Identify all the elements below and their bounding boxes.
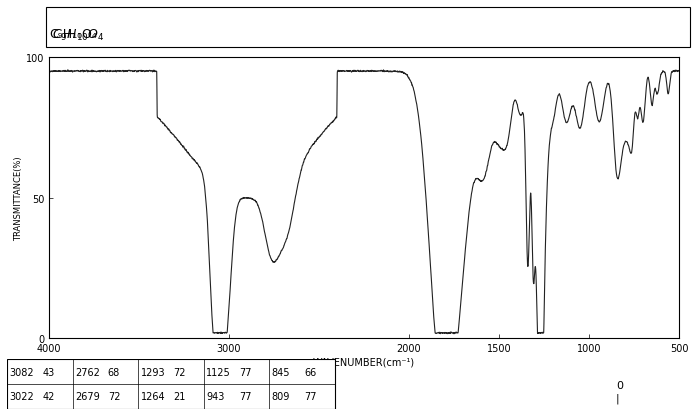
Bar xyxy=(7,359,335,409)
Text: 68: 68 xyxy=(108,367,120,377)
Text: 43: 43 xyxy=(42,367,55,377)
Text: 21: 21 xyxy=(174,392,186,401)
Text: 42: 42 xyxy=(42,392,55,401)
Text: 77: 77 xyxy=(304,392,317,401)
Text: |: | xyxy=(616,393,620,403)
Text: 0: 0 xyxy=(616,380,623,390)
Text: 3022: 3022 xyxy=(10,392,34,401)
Text: 66: 66 xyxy=(304,367,316,377)
Text: 1264: 1264 xyxy=(141,392,165,401)
Text: 1125: 1125 xyxy=(206,367,231,377)
Text: 809: 809 xyxy=(272,392,290,401)
Text: C₉H₁₀O₄: C₉H₁₀O₄ xyxy=(49,28,97,41)
Text: 77: 77 xyxy=(239,367,251,377)
Text: 3082: 3082 xyxy=(10,367,34,377)
Text: $C_9H_{10}O_4$: $C_9H_{10}O_4$ xyxy=(52,28,104,43)
X-axis label: WAVENUMBER(cm⁻¹): WAVENUMBER(cm⁻¹) xyxy=(313,356,415,366)
Text: 2679: 2679 xyxy=(75,392,100,401)
Text: 72: 72 xyxy=(108,392,120,401)
FancyBboxPatch shape xyxy=(46,8,690,47)
Text: 1293: 1293 xyxy=(141,367,165,377)
Text: 77: 77 xyxy=(239,392,251,401)
Text: 2762: 2762 xyxy=(75,367,100,377)
Text: 845: 845 xyxy=(272,367,290,377)
Text: 943: 943 xyxy=(206,392,225,401)
Text: 72: 72 xyxy=(174,367,186,377)
Y-axis label: TRANSMITTANCE(%): TRANSMITTANCE(%) xyxy=(14,156,23,240)
